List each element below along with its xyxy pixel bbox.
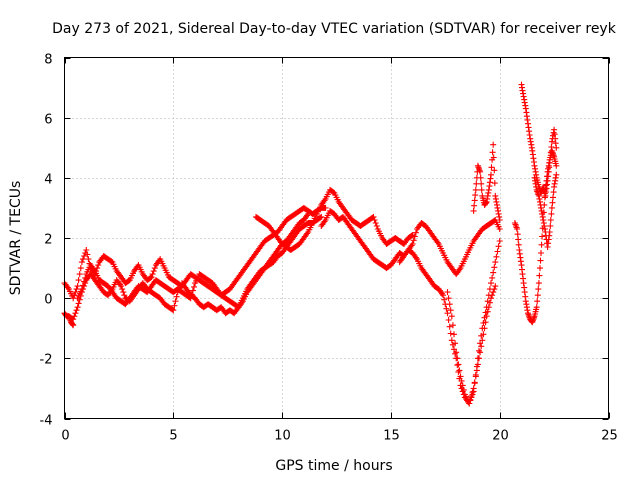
- y-tick-label: 4: [44, 173, 52, 188]
- y-tick-label: -2: [40, 353, 53, 368]
- data-point-markers: [318, 207, 503, 278]
- axis-ticks: [64, 57, 610, 420]
- series-track-g: [444, 283, 499, 407]
- data-point-markers: [531, 171, 560, 250]
- series-track-d: [253, 186, 416, 253]
- x-tick-label: 25: [601, 429, 618, 444]
- series-track-k: [531, 171, 560, 250]
- x-tick-label: 15: [383, 429, 400, 444]
- x-tick-label: 5: [169, 429, 177, 444]
- series-track-h: [470, 141, 503, 223]
- data-point-markers: [444, 283, 499, 407]
- x-tick-label: 20: [492, 429, 509, 444]
- chart-title: Day 273 of 2021, Sidereal Day-to-day VTE…: [52, 21, 617, 37]
- y-tick-labels: -4 -2 0 2 4 6 8: [40, 53, 53, 429]
- data-point-markers: [470, 141, 503, 223]
- series-track-e: [318, 207, 503, 278]
- y-tick-label: 6: [44, 113, 52, 128]
- x-tick-labels: 0 5 10 15 20 25: [61, 429, 617, 444]
- series-track-b: [65, 213, 325, 323]
- x-axis-label: GPS time / hours: [275, 458, 392, 474]
- y-tick-label: 8: [44, 53, 52, 68]
- y-tick-label: 0: [44, 293, 52, 308]
- data-point-markers: [65, 213, 325, 323]
- x-tick-label: 10: [274, 429, 291, 444]
- x-tick-label: 0: [61, 429, 69, 444]
- y-tick-label: -4: [40, 414, 53, 429]
- y-axis-label: SDTVAR / TECUs: [8, 181, 24, 296]
- data-point-markers: [253, 186, 416, 253]
- data-marks: [61, 81, 560, 407]
- y-tick-label: 2: [44, 233, 52, 248]
